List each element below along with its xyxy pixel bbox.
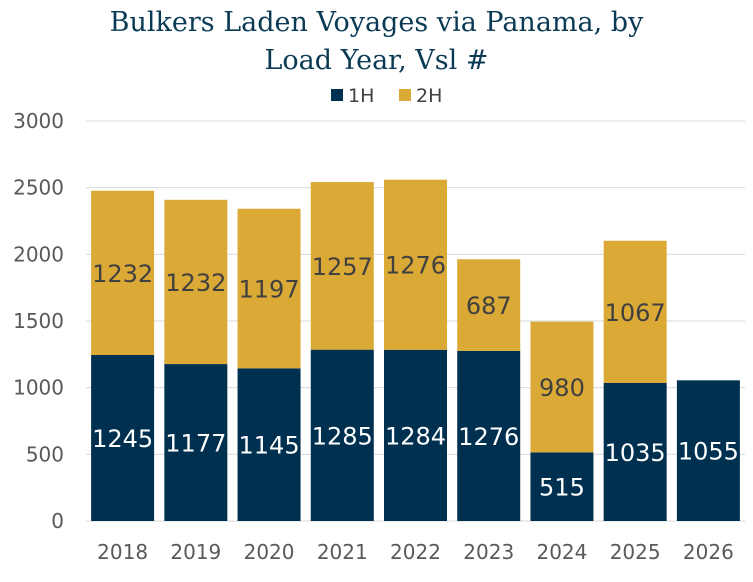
- bar-2h-2018: [91, 190, 155, 355]
- legend-swatch-1h: [331, 89, 343, 101]
- x-tick-label: 2018: [97, 540, 148, 564]
- y-tick-label: 3000: [13, 109, 64, 133]
- data-label-1h-2023: 1276: [458, 423, 519, 451]
- bar-2h-2019: [164, 199, 228, 365]
- bar-1h-2018: [91, 355, 155, 521]
- x-tick-label: 2021: [317, 540, 368, 564]
- bar-2h-2025: [603, 240, 667, 383]
- bar-1h-2022: [384, 349, 447, 521]
- bar-1h-2026: [676, 380, 740, 521]
- y-axis: 0 500 1000 1500 2000 2500 3000: [13, 109, 64, 533]
- data-label-2h-2025: 1067: [605, 299, 666, 327]
- legend-label-1h: 1H: [348, 85, 374, 107]
- data-label-2h-2021: 1257: [312, 253, 373, 281]
- data-label-2h-2019: 1232: [165, 269, 226, 297]
- bar-1h-2024: [530, 452, 594, 521]
- chart-title: Bulkers Laden Voyages via Panama, by Loa…: [0, 4, 753, 80]
- data-label-1h-2020: 1145: [239, 432, 300, 460]
- data-label-1h-2024: 515: [539, 474, 585, 502]
- data-label-1h-2026: 1055: [678, 438, 739, 466]
- x-axis: 2018 2019 2020 2021 2022 2023 2024 2025 2026: [97, 540, 734, 564]
- data-label-2h-2022: 1276: [385, 252, 446, 280]
- bar-2h-2024: [530, 321, 594, 453]
- chart-title-line-1: Bulkers Laden Voyages via Panama, by: [109, 7, 644, 38]
- legend-swatch-2h: [399, 89, 411, 101]
- y-tick-label: 1500: [13, 309, 64, 333]
- data-label-2h-2020: 1197: [239, 276, 300, 304]
- bar-2h-2023: [457, 259, 521, 351]
- legend: 1H 2H: [331, 85, 442, 107]
- y-tick-label: 2500: [13, 176, 64, 200]
- bar-1h-2020: [237, 368, 301, 521]
- data-label-2h-2023: 687: [466, 292, 512, 320]
- x-tick-label: 2023: [463, 540, 514, 564]
- bar-2h-2020: [237, 208, 301, 369]
- data-label-2h-2018: 1232: [92, 260, 153, 288]
- bars: [91, 179, 740, 521]
- y-tick-label: 500: [26, 442, 64, 466]
- bar-2h-2021: [310, 182, 374, 350]
- data-label-1h-2022: 1284: [385, 422, 446, 450]
- y-tick-label: 2000: [13, 242, 64, 266]
- x-tick-label: 2022: [390, 540, 441, 564]
- y-tick-label: 1000: [13, 376, 64, 400]
- x-tick-label: 2026: [683, 540, 734, 564]
- data-label-1h-2018: 1245: [92, 425, 153, 453]
- data-label-2h-2024: 980: [539, 374, 585, 402]
- bar-2h-2022: [384, 179, 447, 350]
- data-label-1h-2019: 1177: [165, 430, 226, 458]
- y-tick-label: 0: [51, 509, 64, 533]
- data-label-1h-2021: 1285: [312, 422, 373, 450]
- bar-1h-2025: [603, 383, 667, 521]
- bar-1h-2019: [164, 364, 228, 521]
- data-label-1h-2025: 1035: [605, 439, 666, 467]
- bar-1h-2023: [457, 350, 521, 521]
- x-tick-label: 2020: [244, 540, 295, 564]
- x-tick-label: 2025: [610, 540, 661, 564]
- x-tick-label: 2019: [170, 540, 221, 564]
- bar-1h-2021: [310, 349, 374, 521]
- chart-title-line-2: Load Year, Vsl #: [264, 45, 489, 76]
- x-tick-label: 2024: [536, 540, 587, 564]
- legend-label-2h: 2H: [416, 85, 442, 107]
- data-labels: 1245 1232 1177 1232 1145 1197 1285 1257 1284 1276…: [92, 252, 739, 502]
